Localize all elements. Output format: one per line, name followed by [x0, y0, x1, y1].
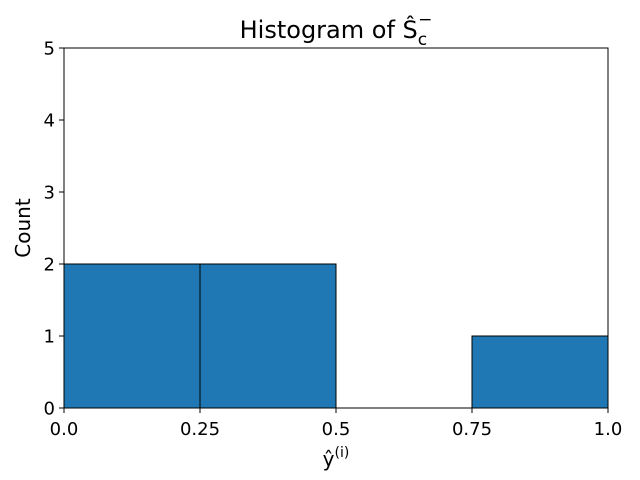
x-tick-label: 0.25: [180, 419, 220, 440]
y-tick-label: 1: [44, 327, 55, 348]
x-axis-label: ŷ(i): [323, 445, 350, 471]
title-superscript: −: [418, 10, 432, 30]
y-tick-label: 0: [44, 399, 55, 420]
title-subscript: c: [418, 30, 427, 50]
x-tick-label: 0.0: [50, 419, 79, 440]
y-axis-label: Count: [11, 198, 35, 258]
bar: [199, 263, 337, 409]
bar: [471, 335, 609, 409]
x-tick-label: 0.75: [452, 419, 492, 440]
xlabel-main: ŷ: [323, 447, 335, 471]
y-tick-label: 4: [44, 111, 55, 132]
y-tick-label: 5: [44, 39, 55, 60]
title-main: Histogram of Ŝ: [240, 14, 418, 44]
x-tick-label: 0.5: [322, 419, 351, 440]
y-tick-label: 2: [44, 255, 55, 276]
x-tick-label: 1.0: [594, 419, 623, 440]
chart-title: Histogram of Ŝc−: [240, 10, 433, 50]
xlabel-superscript: (i): [335, 445, 350, 461]
y-tick-label: 3: [44, 183, 55, 204]
bar: [63, 263, 201, 409]
